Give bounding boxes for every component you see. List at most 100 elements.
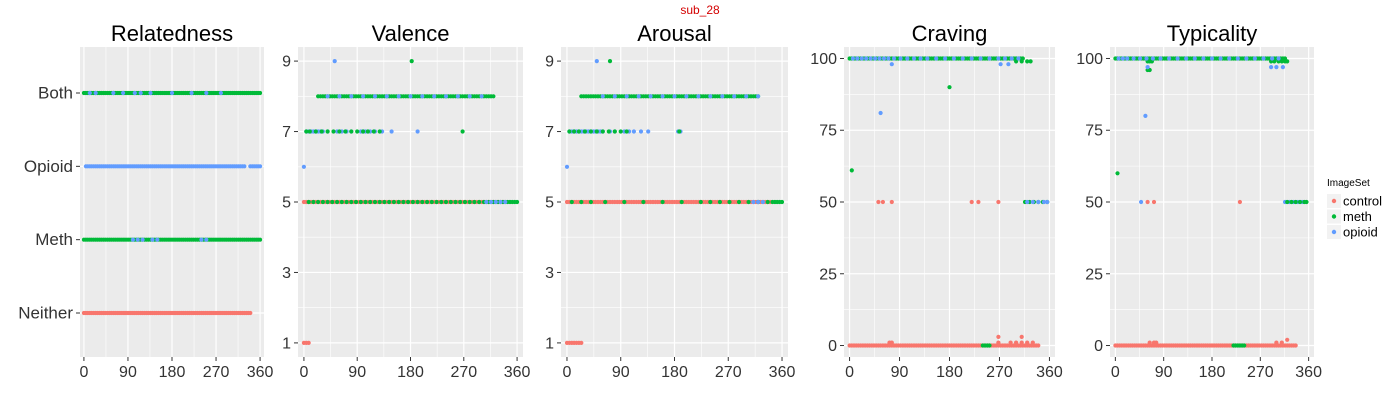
point-opioid xyxy=(732,94,737,99)
point-opioid xyxy=(1235,56,1240,61)
x-tick-label: 0 xyxy=(79,364,88,381)
x-tick-label: 0 xyxy=(1111,364,1120,381)
point-meth xyxy=(622,199,627,205)
legend-label: meth xyxy=(1343,209,1372,224)
point-meth xyxy=(420,199,425,205)
point-opioid xyxy=(886,56,891,61)
point-meth xyxy=(698,199,703,205)
point-control xyxy=(1019,334,1024,339)
point-control xyxy=(1293,343,1298,348)
y-tick-label: 25 xyxy=(1085,266,1103,283)
x-tick-label: 270 xyxy=(450,364,477,381)
x-tick-label: 0 xyxy=(563,364,572,381)
point-opioid xyxy=(631,129,637,134)
point-opioid xyxy=(708,94,713,99)
point-control xyxy=(248,310,253,316)
point-meth xyxy=(344,199,349,205)
point-opioid xyxy=(337,94,342,99)
point-opioid xyxy=(1116,56,1121,61)
y-tick-label: 50 xyxy=(1085,195,1103,212)
points xyxy=(1113,56,1309,348)
point-meth xyxy=(603,199,608,205)
y-tick-label: Both xyxy=(38,84,73,103)
point-meth xyxy=(339,199,344,205)
point-opioid xyxy=(479,94,484,99)
point-opioid xyxy=(199,237,204,242)
point-meth xyxy=(607,59,613,64)
x-tick-label: 270 xyxy=(203,364,230,381)
point-meth xyxy=(325,199,330,205)
y-tick-label: Neither xyxy=(18,304,73,323)
point-opioid xyxy=(150,237,155,242)
point-opioid xyxy=(1227,56,1232,61)
x-tick-label: 90 xyxy=(348,364,366,381)
point-meth xyxy=(679,199,684,205)
point-meth xyxy=(1293,199,1298,205)
point-opioid xyxy=(443,94,449,99)
point-opioid xyxy=(720,94,725,99)
point-meth xyxy=(363,199,368,205)
point-control xyxy=(1036,343,1041,348)
point-opioid xyxy=(898,56,903,61)
point-control xyxy=(1285,337,1290,342)
point-opioid xyxy=(204,237,209,242)
point-control xyxy=(889,199,894,205)
point-opioid xyxy=(372,94,378,99)
legend-marker xyxy=(1331,198,1337,204)
point-control xyxy=(306,340,311,345)
x-tick-label: 180 xyxy=(936,364,963,381)
x-tick-label: 90 xyxy=(119,364,137,381)
point-meth xyxy=(410,199,415,205)
point-meth xyxy=(736,199,742,205)
point-opioid xyxy=(1139,199,1144,205)
point-meth xyxy=(717,199,723,205)
point-opioid xyxy=(148,90,153,96)
panel-relatedness: Relatedness 0 90 180 270 360 Neither Meth Opioid… xyxy=(18,21,273,381)
point-opioid xyxy=(624,94,629,99)
point-meth xyxy=(258,237,263,242)
points xyxy=(564,59,785,345)
point-meth xyxy=(612,129,617,134)
point-control xyxy=(1279,340,1284,345)
point-opioid xyxy=(891,56,897,61)
point-meth xyxy=(307,129,312,134)
point-opioid xyxy=(868,56,873,61)
point-meth xyxy=(467,199,472,205)
point-meth xyxy=(1304,199,1309,205)
point-opioid xyxy=(1006,62,1011,67)
point-control xyxy=(969,199,974,205)
point-opioid xyxy=(1143,113,1148,118)
point-opioid xyxy=(873,56,878,61)
point-meth xyxy=(434,199,439,205)
point-meth xyxy=(708,199,713,205)
point-meth xyxy=(396,199,401,205)
point-meth xyxy=(425,199,430,205)
point-opioid xyxy=(396,94,401,99)
point-meth xyxy=(765,199,770,205)
point-control xyxy=(976,199,981,205)
point-meth xyxy=(387,199,392,205)
point-opioid xyxy=(130,237,135,242)
point-opioid xyxy=(969,56,974,61)
point-meth xyxy=(1272,59,1277,64)
x-tick-label: 360 xyxy=(504,364,531,381)
panel-title: Arousal xyxy=(637,21,712,46)
point-opioid xyxy=(881,56,887,61)
point-opioid xyxy=(943,56,948,61)
point-opioid xyxy=(1269,65,1274,70)
point-opioid xyxy=(911,56,917,61)
point-opioid xyxy=(87,90,92,96)
point-meth xyxy=(582,129,588,134)
x-tick-label: 180 xyxy=(159,364,186,381)
point-meth xyxy=(335,199,340,205)
point-opioid xyxy=(488,199,494,205)
point-meth xyxy=(353,199,359,205)
x-tick-label: 360 xyxy=(1295,364,1322,381)
point-opioid xyxy=(1261,56,1266,61)
point-opioid xyxy=(648,94,653,99)
point-opioid xyxy=(1270,56,1275,61)
point-meth xyxy=(491,94,496,99)
point-meth xyxy=(361,129,366,134)
point-meth xyxy=(453,199,458,205)
